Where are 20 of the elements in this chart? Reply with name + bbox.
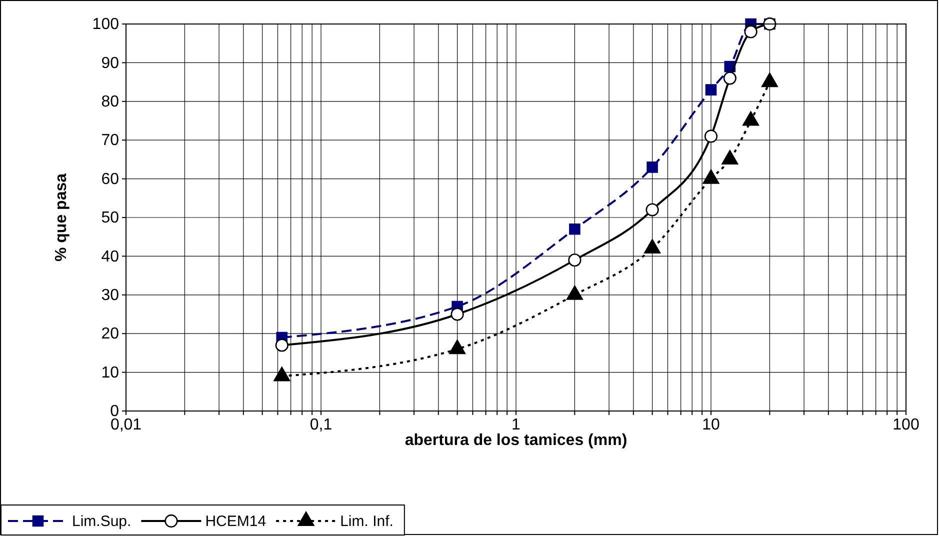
x-tick-label: 10	[702, 416, 720, 434]
y-tick-label: 90	[101, 54, 120, 72]
legend-label: HCEM14	[205, 513, 266, 530]
y-tick-label: 50	[101, 210, 120, 227]
x-tick-label: 0,1	[310, 416, 332, 434]
y-tick-label: 80	[101, 94, 120, 111]
y-tick-label: 30	[101, 287, 120, 304]
x-tick-label: 100	[892, 416, 920, 434]
y-tick-label: 100	[92, 16, 120, 34]
x-tick-label: 0,01	[110, 416, 142, 434]
x-axis-title: abertura de los tamices (mm)	[404, 432, 628, 449]
y-tick-label: 10	[101, 364, 120, 382]
y-tick-label: 20	[101, 326, 120, 343]
x-tick-label: 1	[512, 416, 521, 434]
y-tick-label: 60	[101, 170, 120, 188]
legend-label: Lim. Inf.	[340, 513, 394, 530]
y-tick-label: 70	[101, 132, 120, 150]
y-axis-title: % que pasa	[53, 173, 70, 262]
legend-label: Lim.Sup.	[72, 513, 132, 530]
y-tick-label: 40	[101, 248, 120, 266]
